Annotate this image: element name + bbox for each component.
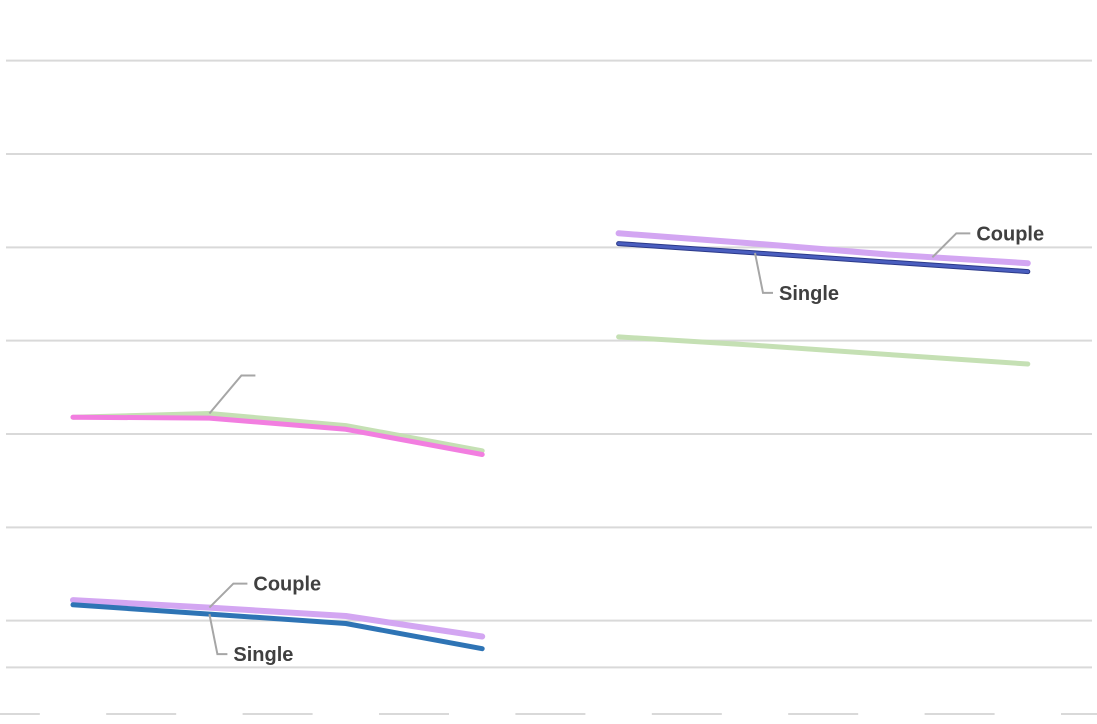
annotation-leader-2 [208,613,228,656]
annotation-label-couple: Couple [253,574,321,596]
annotation-label-couple: Couple [976,223,1044,245]
annotation-leader-1 [208,582,248,609]
series-lines [70,230,1031,652]
annotation-label-single: Single [233,644,293,666]
series-line-g1-s1 [617,242,1030,274]
annotation-leader-3 [931,232,971,259]
series-line-g1-s0 [615,230,1031,267]
annotation-leader-0 [208,374,256,415]
annotation-label-single: Single [779,283,839,305]
series-line-g1-s2 [616,334,1031,367]
annotations: Couple Single Couple Single [208,223,1044,666]
series-line-g0-s1 [70,414,485,457]
series-line-g0-s2 [70,597,486,640]
gridlines [6,59,1092,669]
series-line-g0-s3 [70,602,485,652]
annotation-leader-4 [754,252,773,294]
